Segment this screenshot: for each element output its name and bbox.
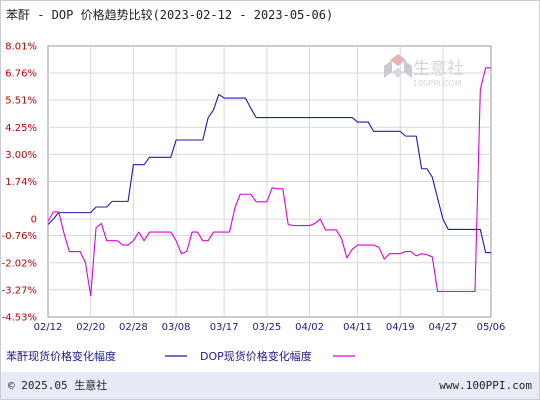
x-tick-label: 02/12 [34, 322, 63, 333]
x-tick-label: 04/11 [343, 322, 372, 333]
watermark-logo-icon [384, 54, 412, 78]
watermark: 生意社 100PPI.COM [384, 54, 464, 88]
series-lines [47, 67, 491, 297]
x-tick-label: 04/02 [295, 322, 324, 333]
chart-title: 苯酐 - DOP 价格趋势比较(2023-02-12 - 2023-05-06) [6, 7, 333, 22]
footer-copyright: © 2025.05 生意社 [8, 378, 107, 392]
y-tick-label: -2.02% [2, 258, 37, 269]
y-tick-label: 1.74% [5, 177, 37, 188]
y-tick-label: 8.01% [5, 42, 37, 53]
footer-bar [1, 372, 539, 399]
x-tick-label: 04/19 [386, 322, 415, 333]
y-axis: 8.01% 6.76% 5.51% 4.25% 3.00% 1.74% 0 -0.76% -2.… [2, 42, 37, 324]
y-tick-label: -3.27% [2, 285, 37, 296]
y-tick-label: -4.53% [2, 313, 37, 324]
y-tick-label: 5.51% [5, 96, 37, 107]
legend-label-series-1: DOP现货价格变化幅度 [200, 349, 312, 363]
x-tick-label: 03/17 [210, 322, 239, 333]
y-tick-label: 6.76% [5, 69, 37, 80]
watermark-url: 100PPI.COM [413, 79, 462, 88]
x-tick-label: 04/27 [429, 322, 458, 333]
y-tick-label: -0.76% [2, 231, 37, 242]
y-tick-label: 3.00% [5, 150, 37, 161]
series-line-0 [47, 93, 491, 254]
watermark-name: 生意社 [413, 59, 464, 79]
legend: 苯酐现货价格变化幅度 DOP现货价格变化幅度 [6, 349, 355, 363]
x-axis: 02/12 02/20 02/28 03/08 03/17 03/25 04/02 04/11… [34, 322, 506, 333]
x-tick-label: 02/20 [76, 322, 105, 333]
series-line-1 [47, 67, 491, 297]
x-tick-label: 05/06 [477, 322, 506, 333]
x-tick-label: 02/28 [119, 322, 148, 333]
footer-site-link[interactable]: www.100PPI.com [439, 379, 532, 392]
y-tick-label: 0 [31, 215, 37, 226]
y-tick-label: 4.25% [5, 123, 37, 134]
grid [48, 46, 491, 317]
legend-label-series-0: 苯酐现货价格变化幅度 [6, 349, 116, 363]
x-tick-label: 03/08 [162, 322, 191, 333]
x-tick-label: 03/25 [252, 322, 281, 333]
